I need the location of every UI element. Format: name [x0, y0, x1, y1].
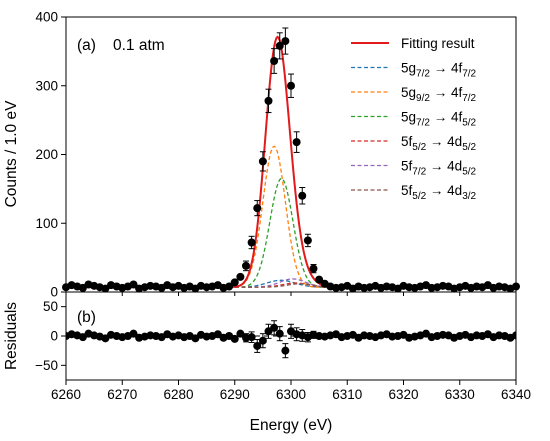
data-point: [275, 32, 284, 60]
legend-entry-c1: 5g7/2 → 4f7/2: [351, 61, 477, 80]
residual-marker: [512, 331, 516, 340]
residual-points: [66, 320, 516, 359]
legend-entry-fit: Fitting result: [351, 36, 475, 51]
residual-marker: [253, 341, 262, 350]
data-point: [253, 200, 262, 217]
data-marker: [247, 238, 256, 247]
data-point: [264, 88, 273, 114]
residual-point: [512, 331, 516, 340]
y-axis-label-b: Residuals: [3, 302, 20, 370]
x-tick-label: 6340: [501, 387, 531, 402]
data-point: [129, 280, 138, 289]
legend-entry-c5: 5f7/2 → 4d5/2: [351, 159, 477, 178]
data-marker: [242, 261, 250, 270]
data-point: [236, 272, 245, 281]
data-point: [292, 131, 301, 153]
y-tick-label-b: 50: [43, 299, 58, 314]
residual-point: [236, 329, 245, 338]
data-point: [309, 264, 318, 274]
data-marker: [253, 204, 262, 213]
panel-a: 0 100 200 300 400 (a) 0.1 atm Counts / 1.0 e…: [3, 10, 520, 300]
data-point: [287, 73, 295, 98]
residual-marker: [230, 334, 239, 343]
data-point: [303, 233, 312, 248]
data-marker: [292, 138, 301, 147]
residual-point: [247, 331, 256, 343]
data-point: [247, 235, 256, 250]
legend-label-c5: 5f7/2 → 4d5/2: [401, 159, 477, 178]
legend-label-c4: 5f5/2 → 4d5/2: [401, 134, 477, 153]
x-axis-label: Energy (eV): [250, 417, 333, 434]
legend-label-fit: Fitting result: [401, 36, 475, 51]
residual-marker: [281, 346, 290, 355]
y-tick-label-a: 200: [35, 147, 58, 162]
y-tick-label-a: 400: [35, 10, 58, 25]
x-tick-label: 6290: [220, 387, 250, 402]
data-point: [298, 187, 307, 205]
legend: Fitting result 5g7/2 → 4f7/2 5g9/2 → 4f7/2…: [351, 36, 477, 202]
data-point: [242, 260, 250, 272]
data-points: [62, 27, 520, 293]
y-tick-label-b: −50: [35, 358, 58, 373]
residual-marker: [258, 336, 267, 345]
residual-point: [258, 333, 267, 349]
panel-b: 50 0 −50 6260 6270 6280 6290 6300 6310 6320 6330 63…: [3, 291, 531, 434]
pressure-annotation: 0.1 atm: [113, 37, 165, 54]
residual-marker: [275, 329, 284, 338]
residual-point: [275, 326, 284, 342]
data-marker: [225, 282, 234, 291]
panel-a-axes: 0 100 200 300 400: [35, 10, 517, 300]
data-marker: [258, 157, 267, 166]
data-marker: [236, 272, 245, 281]
legend-entry-c6: 5f5/2 → 4d3/2: [351, 183, 477, 202]
y-axis-label-a: Counts / 1.0 eV: [3, 100, 20, 208]
data-point: [281, 27, 290, 55]
residual-marker: [247, 333, 256, 342]
panel-label-b: (b): [77, 309, 96, 326]
x-tick-label: 6310: [332, 387, 362, 402]
legend-label-c3: 5g7/2 → 4f5/2: [401, 110, 477, 129]
x-tick-label: 6320: [388, 387, 418, 402]
y-tick-label-a: 0: [50, 285, 58, 300]
y-tick-label-b: 0: [50, 329, 58, 344]
data-point: [230, 278, 239, 287]
data-marker: [270, 57, 279, 65]
x-tick-label: 6300: [276, 387, 306, 402]
data-marker: [298, 191, 307, 200]
data-marker: [275, 41, 284, 50]
legend-label-c6: 5f5/2 → 4d3/2: [401, 183, 477, 202]
residual-marker: [236, 329, 245, 338]
residual-point: [281, 343, 290, 359]
residual-point: [230, 334, 239, 343]
x-tick-label: 6330: [445, 387, 475, 402]
data-marker: [287, 81, 295, 90]
data-marker: [303, 236, 312, 245]
panel-b-axes: 50 0 −50 6260 6270 6280 6290 6300 6310 6320 6330 63…: [35, 299, 531, 402]
residual-marker: [270, 323, 279, 332]
data-point: [270, 48, 279, 74]
data-point: [315, 275, 324, 284]
y-tick-label-a: 300: [35, 78, 58, 93]
residual-marker: [129, 329, 138, 338]
data-point: [258, 151, 267, 172]
legend-entry-c3: 5g7/2 → 4f5/2: [351, 110, 477, 129]
data-marker: [264, 96, 273, 105]
data-marker: [230, 278, 239, 287]
legend-label-c1: 5g7/2 → 4f7/2: [401, 61, 477, 80]
x-tick-label: 6280: [163, 387, 193, 402]
legend-entry-c4: 5f5/2 → 4d5/2: [351, 134, 477, 153]
x-tick-label: 6270: [107, 387, 137, 402]
panel-label-a: (a): [77, 37, 96, 54]
data-marker: [309, 264, 318, 273]
residual-point: [129, 329, 138, 338]
data-marker: [315, 275, 324, 284]
data-point: [225, 282, 234, 291]
x-tick-label: 6260: [51, 387, 81, 402]
y-tick-label-a: 100: [35, 216, 58, 231]
data-marker: [129, 280, 138, 289]
legend-entry-c2: 5g9/2 → 4f7/2: [351, 85, 477, 104]
data-marker: [281, 37, 290, 46]
legend-label-c2: 5g9/2 → 4f7/2: [401, 85, 477, 104]
